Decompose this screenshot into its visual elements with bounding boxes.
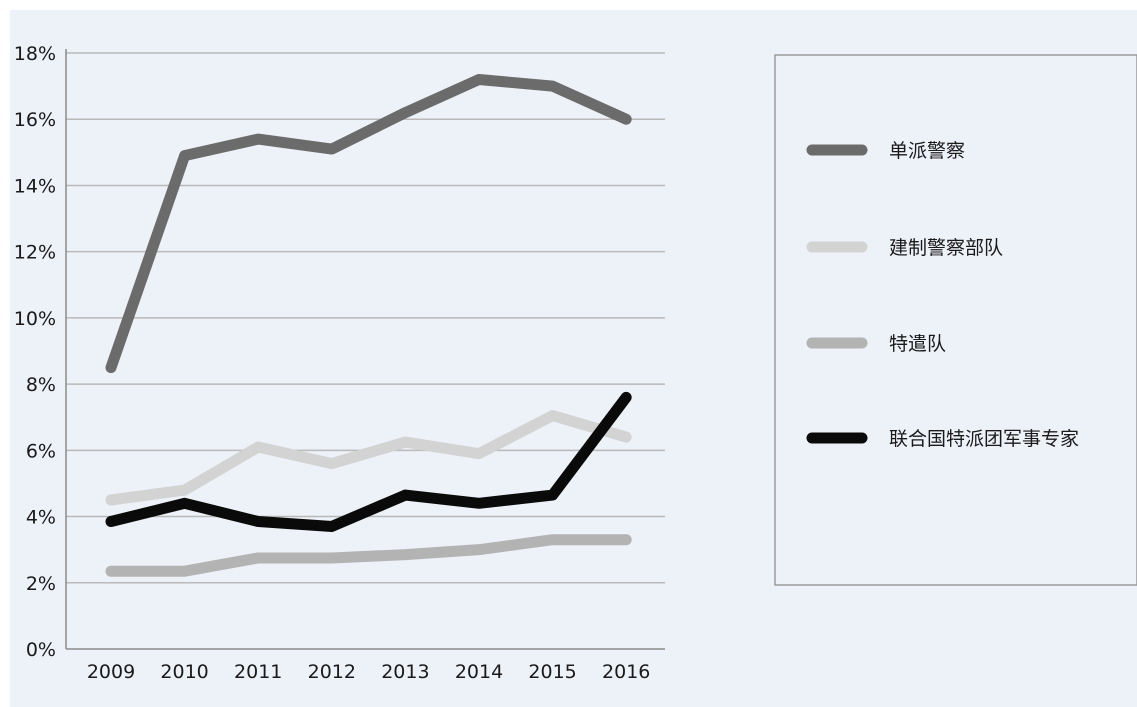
y-tick-label: 2%	[26, 573, 56, 595]
series-line	[105, 410, 632, 506]
x-tick-label: 2015	[528, 661, 576, 683]
legend-label: 特遣队	[889, 333, 946, 355]
x-tick-label: 2012	[308, 661, 356, 683]
legend-box	[774, 54, 1137, 586]
y-tick-label: 6%	[26, 440, 56, 462]
legend-label: 建制警察部队	[889, 237, 1003, 259]
x-tick-labels: 2009 2010 2011 2012 2013 2014 2015 2016	[87, 661, 651, 683]
y-tick-label: 16%	[14, 109, 56, 131]
series-lines	[105, 73, 632, 577]
y-tick-label: 10%	[14, 308, 56, 330]
x-tick-label: 2014	[455, 661, 503, 683]
legend-label: 联合国特派团军事专家	[889, 428, 1079, 450]
y-tick-labels: 0% 2% 4% 6% 8% 10% 12% 14% 16% 18%	[14, 43, 56, 661]
y-tick-label: 0%	[26, 639, 56, 661]
x-tick-label: 2011	[234, 661, 282, 683]
series-line	[105, 73, 632, 374]
y-tick-label: 4%	[26, 507, 56, 529]
x-tick-label: 2010	[160, 661, 208, 683]
y-tick-label: 8%	[26, 374, 56, 396]
chart-frame	[10, 10, 1137, 707]
series-line	[105, 534, 632, 577]
y-tick-label: 12%	[14, 242, 56, 264]
legend-label: 单派警察	[889, 140, 965, 162]
y-tick-label: 14%	[14, 175, 56, 197]
x-tick-label: 2009	[87, 661, 135, 683]
x-tick-label: 2016	[602, 661, 650, 683]
axes	[65, 49, 665, 650]
series-line	[105, 391, 632, 532]
y-tick-label: 18%	[14, 43, 56, 65]
x-tick-label: 2013	[381, 661, 429, 683]
